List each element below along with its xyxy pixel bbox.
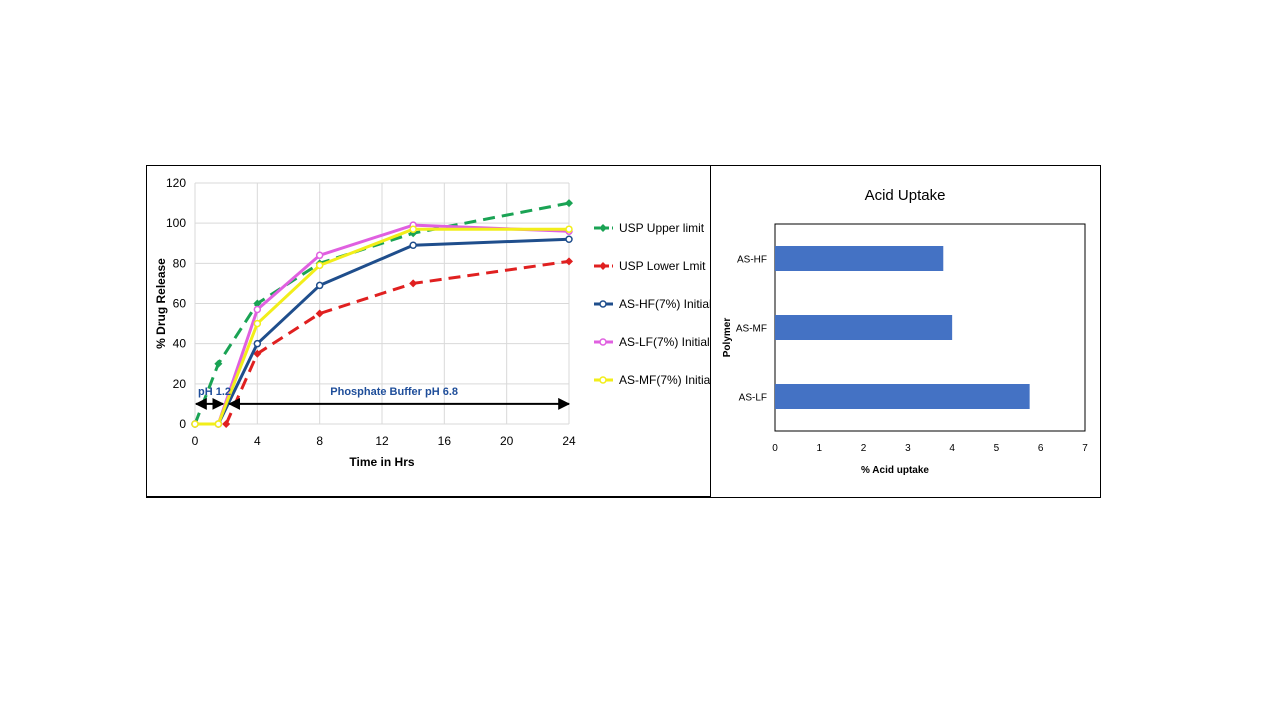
x-axis-title: % Acid uptake (861, 465, 929, 476)
legend-marker-2 (599, 300, 607, 308)
series-2-point (253, 339, 262, 348)
series-4-point (191, 420, 199, 428)
legend-marker-4 (599, 376, 607, 384)
x-tick-label: 0 (192, 434, 199, 448)
x-axis-title: Time in Hrs (349, 455, 414, 469)
legend-marker-0 (599, 224, 607, 232)
series-0-point (253, 299, 262, 308)
drug-release-chart: 0 4 8 12 16 20 24 0 20 40 60 80 100 120 Time in Hrs % D… (154, 176, 710, 469)
series-1-point (409, 279, 418, 288)
x-tick-label: 8 (316, 434, 323, 448)
legend-label-4: AS-MF(7%) Initial (619, 373, 710, 387)
ph12-label: pH 1.2 (198, 386, 231, 398)
series-4-point (214, 420, 223, 428)
series-3-point (253, 305, 262, 314)
x-tick-label: 2 (861, 443, 867, 454)
y-tick-label: 120 (166, 176, 186, 190)
y-axis-title: Polymer (722, 318, 733, 358)
y-tick-label: 60 (173, 297, 187, 311)
series-2-point (315, 281, 324, 290)
series-4-point (253, 319, 262, 328)
x-tick-label: 5 (994, 443, 1000, 454)
y-tick-label: 80 (173, 256, 187, 270)
series-1-point (253, 349, 262, 358)
legend-label-1: USP Lower Lmit (619, 259, 706, 273)
category-label: AS-LF (739, 393, 767, 404)
x-tick-label: 0 (772, 443, 778, 454)
y-tick-label: 40 (173, 337, 187, 351)
x-tick-label: 12 (375, 434, 389, 448)
legend-label-2: AS-HF(7%) Initial (619, 297, 710, 311)
series-2-point (409, 241, 417, 250)
acid-uptake-chart-panel: Acid Uptake AS-HF AS-MF AS-LF 0 1 2 3 4 5 6 7 % Acid… (710, 165, 1101, 498)
bar-as-mf (775, 315, 953, 340)
category-label: AS-HF (737, 255, 767, 266)
series-2-point (565, 235, 573, 243)
y-tick-label: 100 (166, 216, 186, 230)
category-label: AS-MF (736, 324, 767, 335)
series-0-point (214, 359, 223, 368)
x-tick-label: 20 (500, 434, 514, 448)
x-tick-label: 7 (1082, 443, 1088, 454)
legend-label-0: USP Upper limit (619, 221, 705, 235)
bar-as-hf (775, 246, 944, 271)
x-tick-label: 3 (905, 443, 911, 454)
series-0-point (409, 229, 418, 238)
acid-uptake-chart: Acid Uptake AS-HF AS-MF AS-LF 0 1 2 3 4 5 6 7 % Acid… (722, 187, 1088, 476)
series-1-point (565, 257, 573, 266)
series-1-point (315, 309, 324, 318)
x-tick-label: 6 (1038, 443, 1044, 454)
y-tick-label: 0 (179, 417, 186, 431)
series-4-point (409, 225, 417, 233)
drug-release-chart-panel: 0 4 8 12 16 20 24 0 20 40 60 80 100 120 Time in Hrs % D… (146, 165, 711, 498)
acid-uptake-title: Acid Uptake (865, 187, 946, 204)
series-4-point (565, 225, 573, 233)
series-3-point (315, 251, 324, 260)
bar-as-lf (775, 384, 1030, 409)
y-axis-title: % Drug Release (154, 258, 168, 349)
legend-marker-1 (599, 262, 607, 270)
x-tick-label: 4 (254, 434, 261, 448)
phosphate-buffer-label: Phosphate Buffer pH 6.8 (330, 386, 458, 398)
series-1-point (222, 420, 231, 428)
x-tick-label: 16 (438, 434, 452, 448)
legend-label-3: AS-LF(7%) Initial (619, 335, 710, 349)
series-4-point (315, 261, 324, 270)
x-tick-label: 24 (562, 434, 576, 448)
x-tick-label: 4 (949, 443, 955, 454)
series-0-point (565, 199, 573, 208)
y-tick-label: 20 (173, 377, 187, 391)
legend-marker-3 (599, 338, 607, 346)
series-line-1 (224, 259, 570, 425)
x-tick-label: 1 (817, 443, 823, 454)
series-line-4 (195, 227, 569, 426)
